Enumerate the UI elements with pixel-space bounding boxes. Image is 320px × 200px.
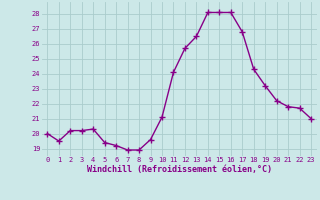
X-axis label: Windchill (Refroidissement éolien,°C): Windchill (Refroidissement éolien,°C) [87,165,272,174]
